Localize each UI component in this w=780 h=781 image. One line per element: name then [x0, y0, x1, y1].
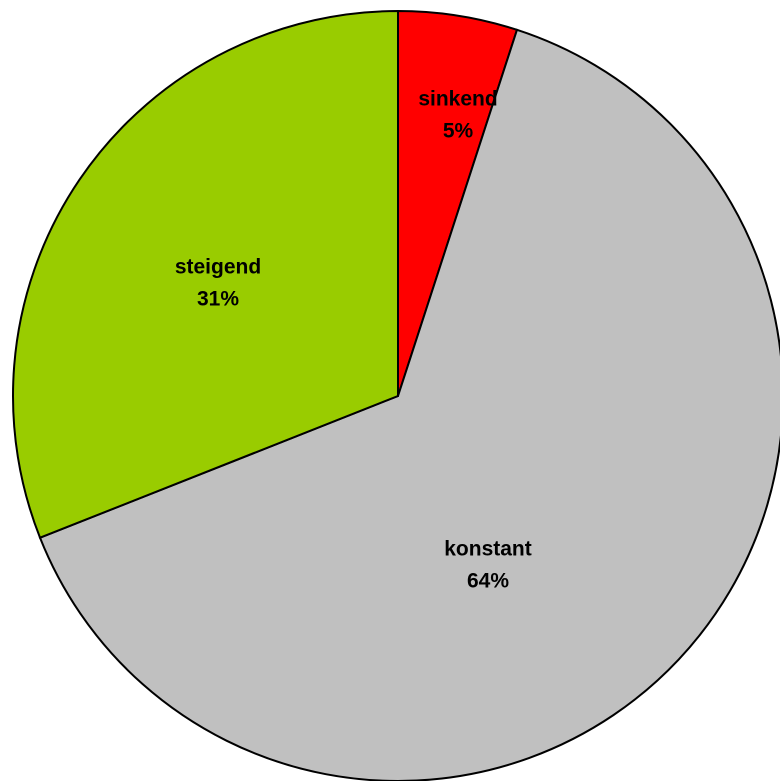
pie-slice — [12, 9, 399, 540]
slice-label: steigend — [175, 256, 261, 279]
slice-label: sinkend — [418, 88, 497, 111]
slice-value: 64% — [467, 570, 509, 593]
slice-label: konstant — [444, 538, 532, 561]
pie-slice — [38, 28, 780, 781]
slice-value: 31% — [197, 288, 239, 311]
slice-value: 5% — [443, 120, 474, 143]
